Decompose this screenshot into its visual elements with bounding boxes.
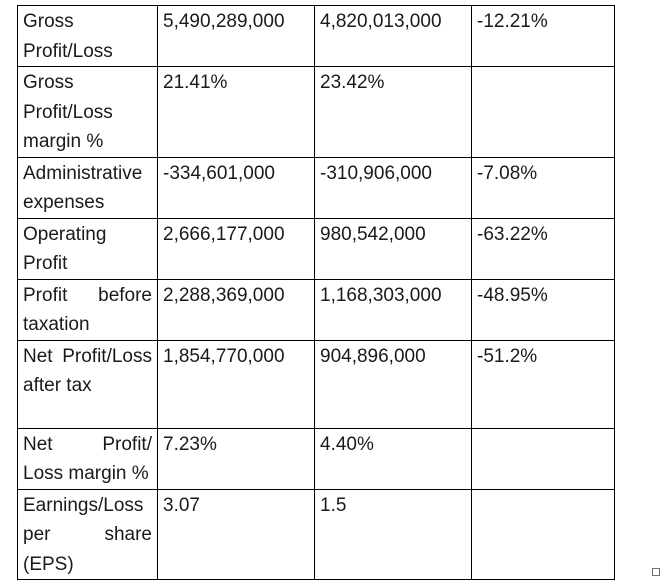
value-cell: 2,666,177,000 (157, 217, 315, 280)
change-cell: -12.21% (471, 5, 615, 67)
row-label: Operating Profit (17, 217, 158, 280)
value-cell: 7.23% (157, 427, 315, 490)
change-cell: -63.22% (471, 217, 615, 280)
table-row: Profit before taxation 2,288,369,000 1,1… (17, 278, 615, 341)
value-cell: 21.41% (157, 66, 315, 158)
value-cell: 904,896,000 (314, 339, 472, 429)
table-row: Net Profit/Loss after tax 1,854,770,000 … (17, 339, 615, 429)
table-row: Administrative expenses -334,601,000 -31… (17, 156, 615, 219)
row-label: Profit before taxation (17, 278, 158, 341)
value-cell: 980,542,000 (314, 217, 472, 280)
value-cell: 1.5 (314, 488, 472, 580)
value-cell: 1,854,770,000 (157, 339, 315, 429)
change-cell: -51.2% (471, 339, 615, 429)
row-label: Gross Profit/Loss (17, 5, 158, 67)
value-cell: 23.42% (314, 66, 472, 158)
row-label: Gross Profit/Loss margin % (17, 66, 158, 158)
row-label: Net Profit/ Loss margin % (17, 427, 158, 490)
table-row: Gross Profit/Loss margin % 21.41% 23.42% (17, 66, 615, 158)
change-cell (471, 427, 615, 490)
value-cell: 1,168,303,000 (314, 278, 472, 341)
value-cell: 4.40% (314, 427, 472, 490)
value-cell: 3.07 (157, 488, 315, 580)
table-row: Gross Profit/Loss 5,490,289,000 4,820,01… (17, 5, 615, 67)
value-cell: 2,288,369,000 (157, 278, 315, 341)
financial-table: Gross Profit/Loss 5,490,289,000 4,820,01… (17, 5, 615, 580)
table-row: Net Profit/ Loss margin % 7.23% 4.40% (17, 427, 615, 490)
value-cell: -310,906,000 (314, 156, 472, 219)
table-row: Operating Profit 2,666,177,000 980,542,0… (17, 217, 615, 280)
change-cell: -7.08% (471, 156, 615, 219)
value-cell: 5,490,289,000 (157, 5, 315, 67)
value-cell: -334,601,000 (157, 156, 315, 219)
table-row: Earnings/Loss per share (EPS) 3.07 1.5 (17, 488, 615, 580)
change-cell (471, 66, 615, 158)
value-cell: 4,820,013,000 (314, 5, 472, 67)
change-cell: -48.95% (471, 278, 615, 341)
change-cell (471, 488, 615, 580)
row-label: Earnings/Loss per share (EPS) (17, 488, 158, 580)
row-label: Administrative expenses (17, 156, 158, 219)
row-label: Net Profit/Loss after tax (17, 339, 158, 429)
